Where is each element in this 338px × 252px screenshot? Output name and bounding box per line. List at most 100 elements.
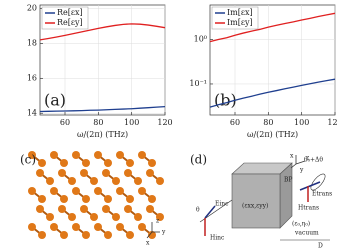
atom xyxy=(116,223,124,231)
atom xyxy=(80,205,88,213)
x-tick-label: 120 xyxy=(327,118,338,127)
e-trans: Etrans xyxy=(312,191,332,198)
atom xyxy=(148,195,156,203)
crystal-structure xyxy=(28,151,164,239)
atom xyxy=(50,223,58,231)
x-axis-label: ω/(2π) (THz) xyxy=(77,130,128,139)
data-line xyxy=(39,23,166,41)
y-tick-label: 14 xyxy=(27,108,37,117)
axis-label: y xyxy=(161,229,166,236)
atom xyxy=(50,151,58,159)
axis-label: z xyxy=(156,218,159,225)
atom xyxy=(94,187,102,195)
atom xyxy=(58,169,66,177)
atom xyxy=(138,223,146,231)
h-inc: Hinc xyxy=(210,235,225,242)
x-tick-label: 120 xyxy=(157,118,172,127)
atom xyxy=(60,195,68,203)
legend-label: Re[εx] xyxy=(57,8,83,17)
atom xyxy=(104,231,112,239)
atom xyxy=(156,213,164,221)
y-tick-label: 10⁻¹ xyxy=(189,79,207,88)
atom xyxy=(104,159,112,167)
atom xyxy=(124,169,132,177)
atom xyxy=(124,205,132,213)
atom xyxy=(46,177,54,185)
x-tick-label: 60 xyxy=(60,118,70,127)
atom xyxy=(60,159,68,167)
axis-label: z xyxy=(306,155,309,162)
outer-medium: (ε₀,η₀) xyxy=(292,221,310,228)
panel-label: (b) xyxy=(214,91,237,110)
angle-label: θ₀+Δθ xyxy=(304,157,323,164)
atom xyxy=(46,213,54,221)
axes-icon xyxy=(146,222,160,239)
atom xyxy=(72,151,80,159)
atom xyxy=(116,187,124,195)
incident-wave xyxy=(199,199,233,236)
atom xyxy=(82,159,90,167)
atom xyxy=(28,223,36,231)
axis-label: x xyxy=(146,240,150,247)
y-tick-label: 10⁰ xyxy=(194,35,207,44)
legend-label: Re[εy] xyxy=(57,18,83,27)
atom xyxy=(148,159,156,167)
atom xyxy=(68,177,76,185)
atom xyxy=(94,223,102,231)
h-trans: Htrans xyxy=(298,205,319,212)
transmitted-wave xyxy=(299,173,326,202)
axis-label: x xyxy=(290,153,294,160)
atom xyxy=(138,187,146,195)
e-inc: Einc xyxy=(215,201,229,208)
atom xyxy=(82,231,90,239)
legend-label: Im[εx] xyxy=(227,8,253,17)
atom xyxy=(134,213,142,221)
data-line xyxy=(209,12,336,43)
panel-label: (a) xyxy=(44,91,66,110)
atom xyxy=(138,151,146,159)
atom xyxy=(68,213,76,221)
atom xyxy=(146,169,154,177)
slab-medium: (εxx,εyy) xyxy=(242,203,268,210)
atom xyxy=(36,169,44,177)
atom xyxy=(80,169,88,177)
y-tick-label: 18 xyxy=(27,38,37,47)
atom xyxy=(148,231,156,239)
atom xyxy=(36,205,44,213)
atom xyxy=(126,195,134,203)
x-tick-label: 80 xyxy=(263,118,273,127)
vacuum-label: vacuum xyxy=(294,230,319,237)
atom xyxy=(112,213,120,221)
data-line xyxy=(39,105,166,113)
slab xyxy=(231,162,293,229)
atom xyxy=(72,187,80,195)
atom xyxy=(90,177,98,185)
atom xyxy=(90,213,98,221)
atom xyxy=(50,187,58,195)
legend-label: Im[εy] xyxy=(227,18,253,27)
atom xyxy=(112,177,120,185)
atom xyxy=(60,231,68,239)
atom xyxy=(146,205,154,213)
x-tick-label: 80 xyxy=(93,118,103,127)
atom xyxy=(156,177,164,185)
atom xyxy=(82,195,90,203)
atom xyxy=(72,223,80,231)
atom xyxy=(116,151,124,159)
angle-label: θ xyxy=(196,207,200,214)
x-axis-label: ω/(2π) (THz) xyxy=(247,130,298,139)
atom xyxy=(126,159,134,167)
atom xyxy=(28,151,36,159)
x-tick-label: 100 xyxy=(294,118,309,127)
panel-label: (c) xyxy=(20,153,36,167)
data-line xyxy=(209,78,336,108)
atom xyxy=(102,205,110,213)
atom xyxy=(58,205,66,213)
y-tick-label: 16 xyxy=(27,73,37,82)
atom xyxy=(38,231,46,239)
atom xyxy=(104,195,112,203)
axes-icon xyxy=(290,155,306,169)
atom xyxy=(28,187,36,195)
atom xyxy=(102,169,110,177)
